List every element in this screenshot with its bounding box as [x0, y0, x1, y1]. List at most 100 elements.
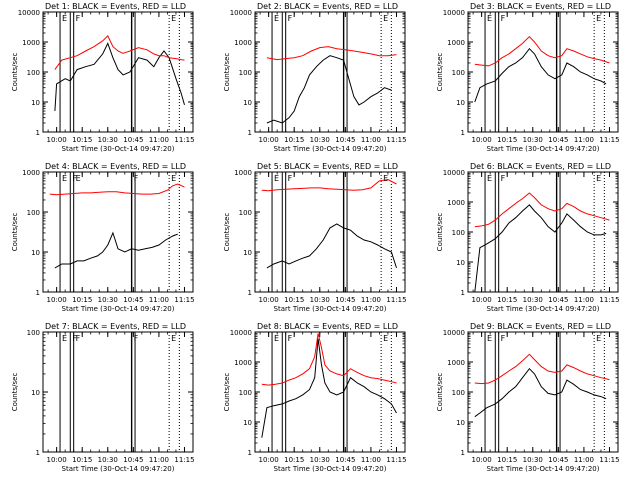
marker-annotation: E: [171, 14, 176, 23]
x-tick-label: 11:00: [149, 296, 169, 304]
x-tick-label: 10:00: [47, 296, 67, 304]
x-tick-label: 10:15: [284, 456, 304, 464]
y-tick-label: 10: [456, 259, 465, 267]
y-tick-label: 10000: [18, 9, 40, 17]
x-tick-label: 10:15: [72, 456, 92, 464]
y-tick-label: 1: [36, 449, 40, 457]
lld-series-line: [266, 46, 397, 61]
x-tick-label: 10:00: [472, 136, 492, 144]
x-tick-label: 10:15: [72, 296, 92, 304]
marker-annotation: F: [76, 14, 81, 23]
plot-frame: [467, 171, 619, 293]
x-tick-label: 11:15: [174, 456, 194, 464]
marker-annotation: E: [274, 334, 279, 343]
x-tick-label: 10:00: [472, 296, 492, 304]
y-tick-label: 100: [239, 209, 252, 217]
y-axis-label: Counts/sec: [436, 373, 444, 412]
marker-annotation: F: [72, 334, 77, 343]
lld-series-line: [474, 192, 610, 228]
events-series-line: [54, 42, 185, 112]
y-tick-label: 1000: [22, 169, 40, 177]
marker-annotation: E: [62, 14, 67, 23]
y-tick-label: 100: [452, 389, 465, 397]
y-tick-label: 10: [243, 419, 252, 427]
marker-annotation: F: [501, 174, 506, 183]
y-tick-label: 1000: [234, 359, 252, 367]
y-tick-label: 1: [248, 449, 252, 457]
x-tick-label: 10:45: [335, 296, 355, 304]
chart-title: Det 4: BLACK = Events, RED = LLD: [45, 162, 186, 171]
y-tick-label: 1: [461, 449, 465, 457]
x-tick-label: 11:00: [361, 296, 381, 304]
x-tick-label: 11:15: [174, 136, 194, 144]
marker-annotation: E: [274, 174, 279, 183]
y-tick-label: 1: [248, 289, 252, 297]
x-tick-label: 11:00: [149, 136, 169, 144]
x-tick-label: 10:30: [98, 456, 118, 464]
y-tick-label: 10: [31, 249, 40, 257]
marker-annotation: E: [383, 334, 388, 343]
events-series-line: [474, 204, 607, 293]
lld-series-line: [54, 35, 185, 70]
x-tick-label: 11:15: [386, 296, 406, 304]
x-tick-label: 10:15: [497, 136, 517, 144]
x-tick-label: 10:45: [123, 456, 143, 464]
chart-title: Det 7: BLACK = Events, RED = LLD: [45, 322, 186, 331]
y-tick-label: 1000: [234, 169, 252, 177]
x-tick-label: 10:00: [259, 456, 279, 464]
marker-annotation: F: [288, 174, 293, 183]
x-tick-label: 10:15: [284, 136, 304, 144]
events-series-line: [54, 231, 178, 269]
lld-series-line: [49, 183, 185, 196]
y-tick-label: 1000: [234, 39, 252, 47]
marker-annotation: E: [171, 334, 176, 343]
x-tick-label: 10:30: [310, 456, 330, 464]
plot-frame: [42, 331, 194, 453]
chart-title: Det 1: BLACK = Events, RED = LLD: [45, 2, 186, 11]
x-tick-label: 11:15: [599, 296, 619, 304]
x-axis-label: Start Time (30-Oct-14 09:47:20): [274, 465, 387, 473]
y-tick-label: 10: [31, 99, 40, 107]
y-tick-label: 1: [36, 129, 40, 137]
marker-annotation: F: [288, 14, 293, 23]
x-tick-label: 10:45: [548, 296, 568, 304]
x-tick-label: 11:15: [174, 296, 194, 304]
plot-frame: [467, 331, 619, 453]
x-tick-label: 10:00: [259, 296, 279, 304]
x-tick-label: 11:00: [574, 136, 594, 144]
y-tick-label: 1: [248, 129, 252, 137]
x-tick-label: 10:30: [523, 456, 543, 464]
x-tick-label: 10:30: [523, 136, 543, 144]
y-tick-label: 1: [461, 289, 465, 297]
marker-annotation: F: [76, 334, 81, 343]
marker-annotation: E: [487, 174, 492, 183]
x-tick-label: 10:45: [335, 136, 355, 144]
y-tick-label: 10000: [443, 9, 465, 17]
events-series-line: [474, 47, 607, 103]
x-tick-label: 10:45: [548, 136, 568, 144]
y-tick-label: 1: [36, 289, 40, 297]
marker-annotation: E: [274, 14, 279, 23]
x-tick-label: 10:45: [335, 456, 355, 464]
events-series-line: [474, 367, 607, 418]
x-tick-label: 11:00: [574, 456, 594, 464]
x-axis-label: Start Time (30-Oct-14 09:47:20): [62, 465, 175, 473]
marker-annotation: E: [76, 174, 81, 183]
x-axis-label: Start Time (30-Oct-14 09:47:20): [274, 145, 387, 153]
x-axis-label: Start Time (30-Oct-14 09:47:20): [487, 145, 600, 153]
y-axis-label: Counts/sec: [223, 213, 231, 252]
y-tick-label: 1000: [22, 39, 40, 47]
y-axis-label: Counts/sec: [223, 53, 231, 92]
y-axis-label: Counts/sec: [223, 373, 231, 412]
x-tick-label: 10:30: [310, 296, 330, 304]
chart-title: Det 3: BLACK = Events, RED = LLD: [470, 2, 611, 11]
marker-annotation: E: [62, 174, 67, 183]
x-tick-label: 10:15: [497, 456, 517, 464]
marker-annotation: F: [501, 334, 506, 343]
